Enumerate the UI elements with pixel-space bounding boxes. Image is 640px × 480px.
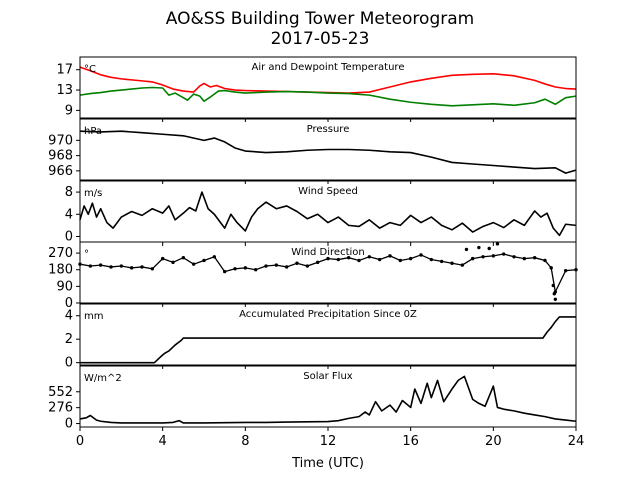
series-line: [79, 253, 577, 295]
panel-title: Pressure: [307, 124, 350, 135]
series-line-1: [80, 316, 576, 364]
x-tick-label: 0: [76, 434, 84, 449]
data-point: [552, 292, 556, 296]
y-tick-label: 13: [56, 83, 73, 98]
data-point: [464, 247, 469, 252]
panel-unit-label: °: [84, 249, 89, 260]
panel-1: 9 13 17 Air and Dewpoint Temperature °C: [56, 56, 577, 122]
x-tick-label: 8: [241, 434, 249, 449]
data-point: [553, 297, 558, 302]
series-line-1: [79, 130, 577, 174]
y-tick-label: 276: [48, 401, 73, 416]
data-point: [487, 246, 491, 251]
series-2: [464, 242, 558, 302]
y-tick-label: 8: [65, 185, 73, 200]
figure-subtitle: 2017-05-23: [271, 29, 370, 49]
panel-unit-label: m/s: [84, 188, 102, 199]
x-tick-label: 12: [320, 434, 337, 449]
series-line-1: [79, 66, 577, 94]
panel-unit-label: mm: [84, 311, 103, 322]
y-tick-label: 4: [65, 309, 73, 324]
panel-title: Air and Dewpoint Temperature: [252, 62, 405, 73]
panel-5: 0 2 4 Accumulated Precipitation Since 0Z mm: [65, 303, 577, 371]
panel-title: Solar Flux: [303, 371, 353, 382]
panels: 9 13 17 Air and Dewpoint Temperature °C 96696…: [48, 56, 585, 449]
y-tick-label: 90: [56, 279, 73, 294]
data-point: [551, 283, 555, 288]
y-tick-label: 0: [65, 296, 73, 311]
y-tick-label: 966: [48, 164, 73, 179]
y-tick-label: 552: [48, 385, 73, 400]
y-tick-label: 968: [48, 149, 73, 164]
y-tick-label: 180: [48, 263, 73, 278]
y-tick-label: 0: [65, 356, 73, 371]
series-line-1: [79, 375, 577, 424]
series-line-1: [79, 191, 577, 237]
panel-unit-label: hPa: [84, 126, 102, 137]
series-line-2: [79, 86, 577, 107]
y-tick-label: 2: [65, 332, 73, 347]
data-point: [477, 245, 481, 250]
y-tick-label: 270: [48, 246, 73, 261]
panel-unit-label: W/m^2: [84, 373, 122, 384]
y-tick-label: 0: [65, 229, 73, 244]
data-point: [495, 242, 500, 246]
y-tick-label: 4: [65, 207, 73, 222]
panel-title: Wind Speed: [298, 186, 358, 197]
panel-title: Wind Direction: [291, 247, 365, 258]
panel-title: Accumulated Precipitation Since 0Z: [239, 309, 417, 320]
y-tick-label: 970: [48, 133, 73, 148]
x-tick-label: 4: [159, 434, 167, 449]
x-tick-label: 16: [402, 434, 419, 449]
x-tick-label: 20: [485, 434, 502, 449]
figure-title: AO&SS Building Tower Meteorogram: [166, 9, 474, 29]
series-1: [78, 252, 578, 295]
x-axis-label: Time (UTC): [291, 456, 364, 471]
y-tick-label: 17: [56, 63, 73, 78]
x-tick-label: 24: [568, 434, 585, 449]
panel-unit-label: °C: [84, 64, 96, 75]
y-tick-label: 0: [65, 417, 73, 432]
y-tick-label: 9: [65, 103, 73, 118]
